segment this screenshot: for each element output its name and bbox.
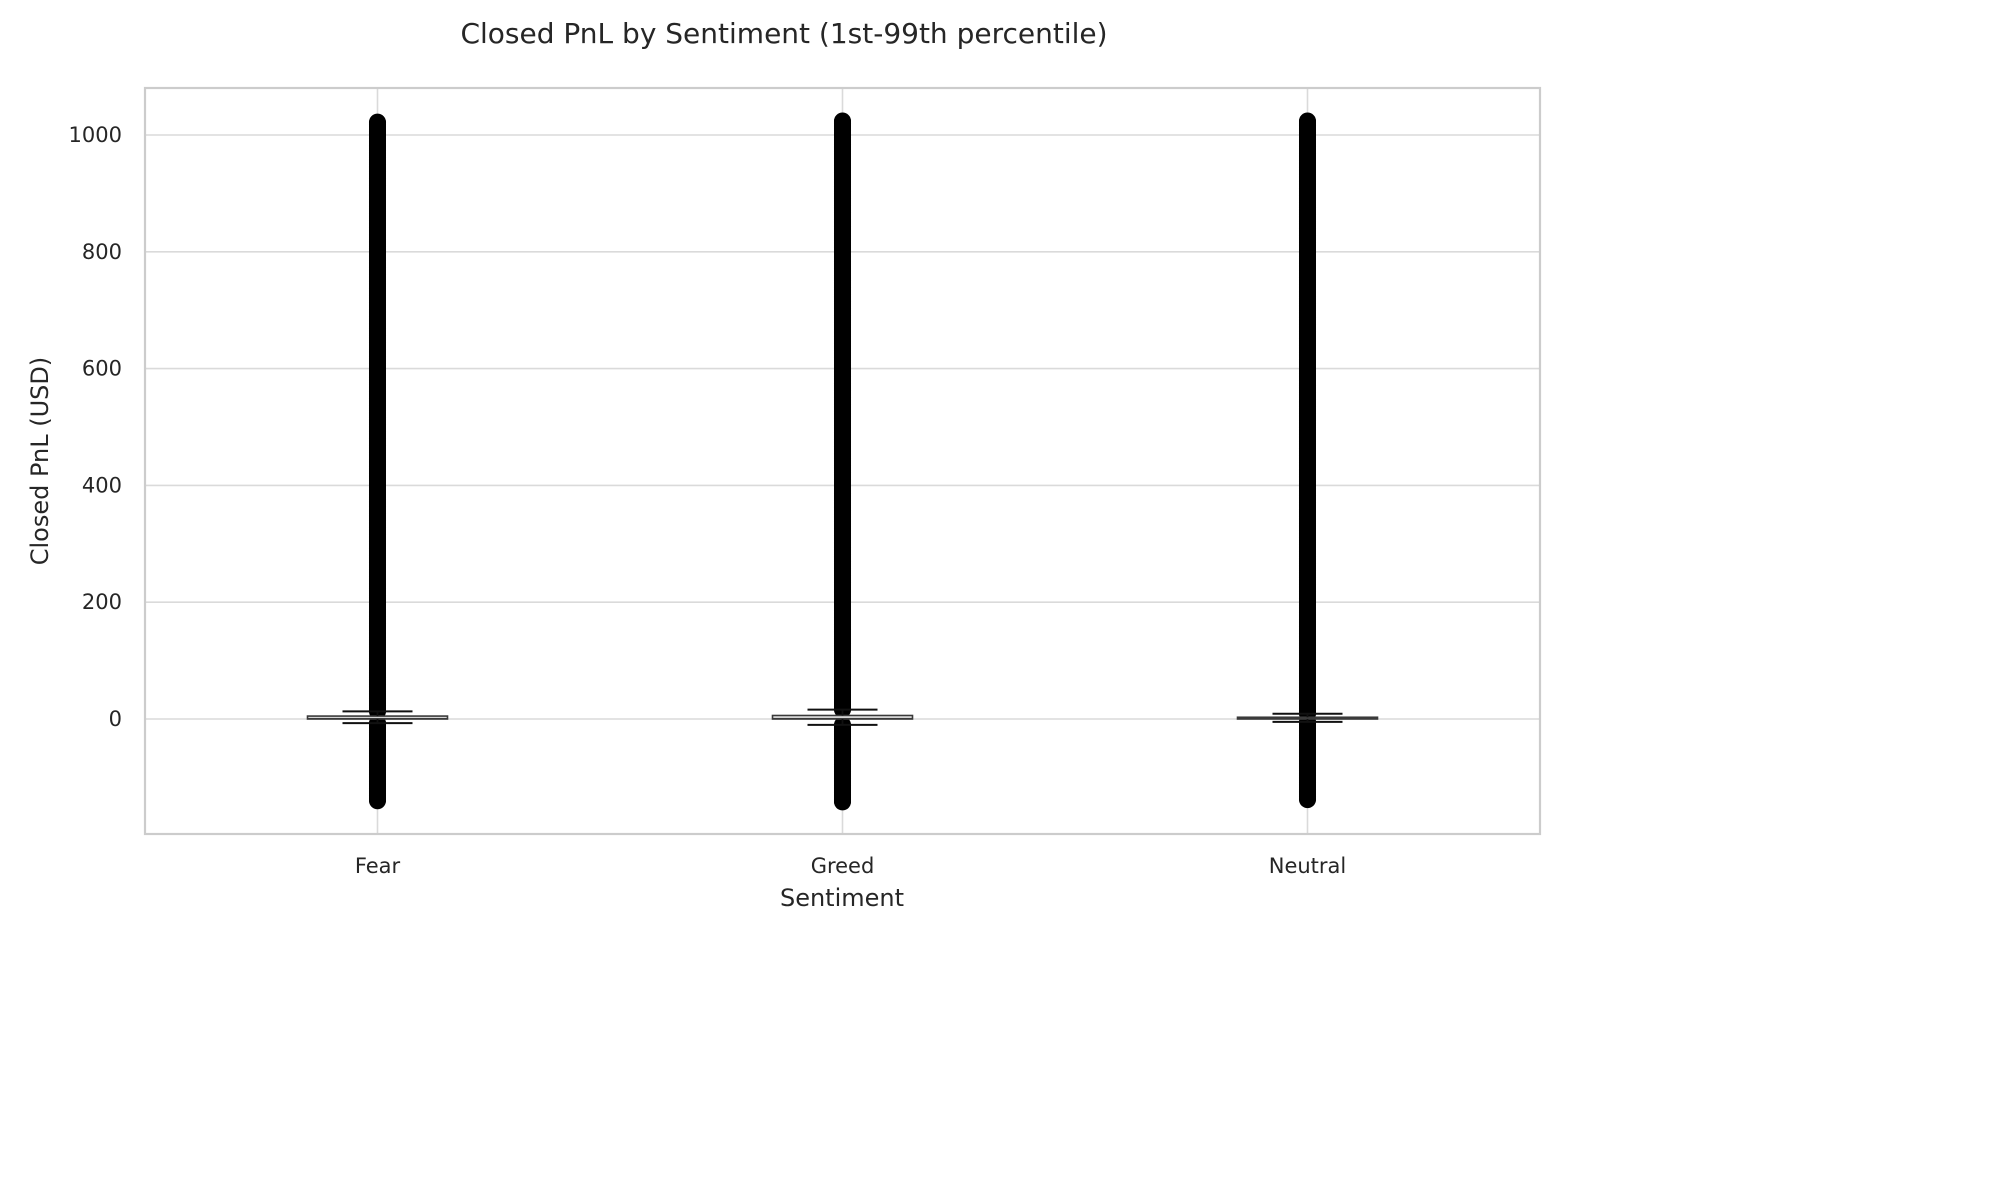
y-tick-label: 1000: [69, 123, 122, 147]
chart-title: Closed PnL by Sentiment (1st-99th percen…: [460, 17, 1107, 50]
outlier-point: [834, 112, 851, 130]
x-tick-label: Neutral: [1269, 854, 1347, 878]
box-neutral: [1236, 112, 1379, 809]
y-tick-label: 200: [82, 590, 122, 614]
x-tick-label: Fear: [355, 854, 401, 878]
outliers-high: [369, 113, 386, 720]
outlier-point: [1299, 112, 1316, 130]
y-tick-label: 800: [82, 240, 122, 264]
y-tick-label: 0: [109, 707, 122, 731]
chart: 0 200 400 600 800 1000 Fear Greed Neutral Closed…: [0, 0, 1568, 938]
outlier-point: [369, 113, 386, 131]
y-tick-label: 600: [82, 357, 122, 381]
outliers-high: [834, 112, 851, 719]
y-axis-label: Closed PnL (USD): [26, 357, 54, 566]
outliers-high: [1299, 112, 1316, 723]
chart-background: [0, 0, 1568, 938]
plot-frame: [143, 86, 1542, 836]
plot-data: [306, 112, 1379, 811]
tick-labels: 0 200 400 600 800 1000 Fear Greed Neutral: [69, 123, 1347, 878]
x-axis-label: Sentiment: [780, 884, 904, 912]
box-fear: [306, 113, 449, 810]
outliers-low: [369, 714, 386, 810]
x-tick-label: Greed: [811, 854, 875, 878]
y-tick-label: 400: [82, 473, 122, 497]
box-greed: [771, 112, 914, 811]
outliers-low: [834, 716, 851, 811]
outliers-low: [1299, 713, 1316, 809]
